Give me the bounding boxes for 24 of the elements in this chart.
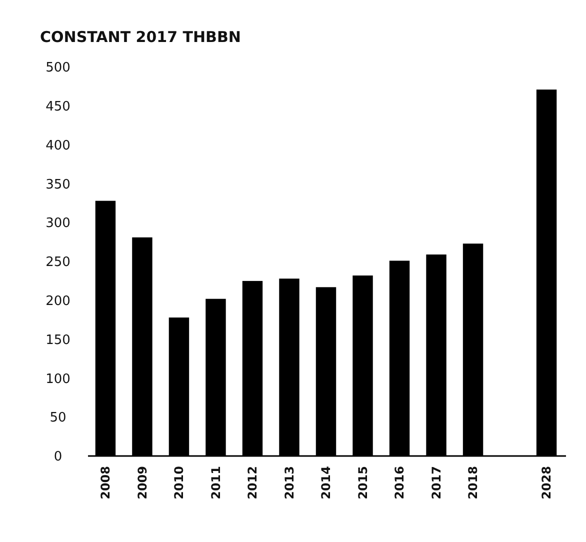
- x-tick-label: 2018: [466, 466, 480, 500]
- x-tick-label: 2010: [172, 466, 186, 500]
- x-tick-label: 2012: [246, 466, 260, 500]
- x-tick-label: 2015: [356, 466, 370, 500]
- y-tick-label: 250: [46, 255, 70, 270]
- y-tick-label: 300: [46, 216, 70, 232]
- y-tick-label: 200: [46, 294, 70, 309]
- y-tick-label: 50: [50, 410, 66, 426]
- y-tick-label: 0: [54, 450, 62, 465]
- y-tick-label: 450: [46, 99, 70, 114]
- x-tick-label: 2028: [540, 466, 554, 500]
- y-tick-label: 350: [46, 177, 70, 192]
- x-tick-label: 2014: [319, 466, 334, 500]
- chart-title: CONSTANT 2017 THBBN: [40, 28, 241, 46]
- x-tick-label: 2016: [392, 466, 407, 500]
- y-tick-label: 150: [46, 332, 70, 348]
- x-tick-label: 2013: [282, 466, 296, 500]
- y-tick-label: 100: [46, 372, 70, 387]
- x-tick-label: 2011: [208, 466, 223, 500]
- y-tick-label: 500: [46, 60, 70, 76]
- x-tick-label: 2009: [135, 466, 150, 500]
- y-tick-label: 400: [46, 138, 70, 154]
- x-tick-label: 2017: [429, 466, 444, 500]
- x-tick-label: 2008: [98, 466, 113, 500]
